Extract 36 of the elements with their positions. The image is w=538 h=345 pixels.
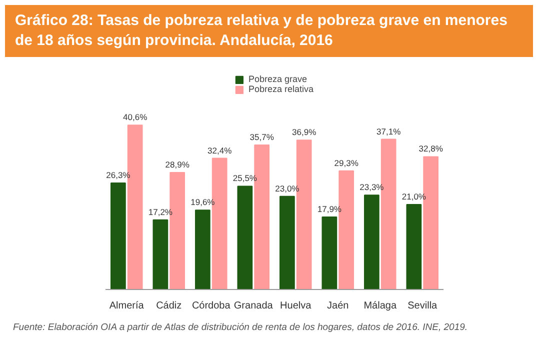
data-label: 23,0% xyxy=(275,183,300,194)
bar xyxy=(279,196,295,290)
bar xyxy=(194,210,210,290)
data-label: 23,3% xyxy=(360,182,384,192)
x-tick-label: Granada xyxy=(234,300,274,312)
data-label: 36,9% xyxy=(292,127,317,138)
source-note: Fuente: Elaboración OIA a partir de Atlas de distribución de renta de los hogares, datos de 2016. INE, 2019. xyxy=(13,321,468,335)
data-label: 17,2% xyxy=(148,206,173,217)
x-tick-label: Málaga xyxy=(364,300,397,312)
data-label: 37,1% xyxy=(376,126,402,136)
x-tick-label: Córdoba xyxy=(192,300,231,312)
bar xyxy=(406,204,422,290)
x-tick-label: Cádiz xyxy=(156,300,182,312)
data-label: 19,6% xyxy=(190,197,216,208)
data-label: 29,3% xyxy=(334,158,359,168)
data-label: 40,6% xyxy=(123,112,148,122)
x-tick-label: Huelva xyxy=(280,300,312,312)
x-tick-label: Jaén xyxy=(327,300,349,312)
bar xyxy=(322,216,338,290)
legend-label: Pobreza relativa xyxy=(248,84,314,94)
data-label: 26,3% xyxy=(106,170,131,180)
data-label: 28,9% xyxy=(165,159,190,170)
x-tick-label: Almería xyxy=(109,300,144,312)
data-label: 21,0% xyxy=(402,191,426,202)
bar xyxy=(110,182,126,290)
data-label: 32,8% xyxy=(418,144,444,154)
bar xyxy=(364,194,380,290)
legend-label: Pobreza grave xyxy=(248,74,308,84)
bar xyxy=(237,186,253,290)
data-label: 17,9% xyxy=(317,204,342,214)
chart-title: Gráfico 28: Tasas de pobreza relativa y de pobreza grave en menores de 18 años según provincia. Andalucía, 2016 xyxy=(15,11,508,51)
bar xyxy=(152,219,168,290)
data-label: 35,7% xyxy=(250,132,274,142)
data-label: 32,4% xyxy=(208,145,232,156)
x-tick-label: Sevilla xyxy=(408,300,438,312)
data-label: 25,5% xyxy=(232,173,258,184)
